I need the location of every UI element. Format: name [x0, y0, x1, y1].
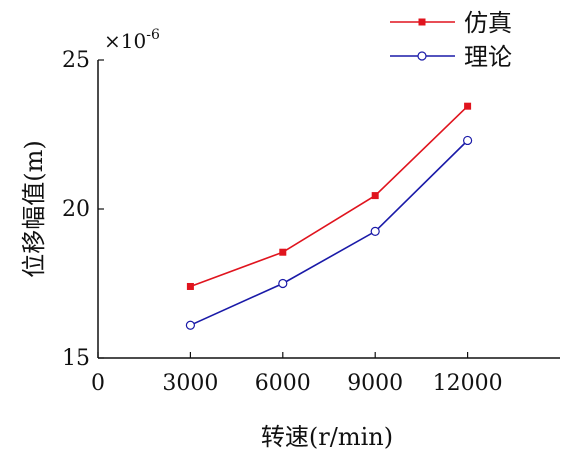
legend-label-2: 理论	[464, 43, 512, 71]
legend-marker-1	[418, 18, 426, 26]
data-point-1	[279, 248, 287, 256]
data-point-2	[463, 135, 473, 146]
data-point-2	[278, 278, 288, 289]
x-ticks: 0 3000 6000 9000 12000	[91, 352, 503, 396]
data-point-1	[186, 282, 194, 290]
x-tick-label: 9000	[347, 371, 403, 396]
plot-area	[185, 102, 473, 330]
x-tick-label: 3000	[162, 371, 218, 396]
data-point-1	[464, 102, 472, 110]
x-axis-label: 转速(r/min)	[261, 423, 393, 451]
y-tick-label: 20	[62, 197, 90, 222]
legend-marker-2	[417, 51, 427, 61]
y-multiplier: ×10-6	[104, 27, 160, 53]
series-line-2	[190, 139, 469, 326]
y-axis-label: 位移幅值(m)	[20, 140, 48, 277]
x-tick-label: 0	[91, 371, 105, 396]
legend-label-1: 仿真	[464, 9, 512, 37]
data-point-2	[370, 226, 380, 236]
x-tick-label: 6000	[255, 371, 311, 396]
data-point-1	[371, 192, 379, 200]
data-point-2	[185, 320, 195, 330]
x-tick-label: 12000	[433, 371, 503, 396]
y-tick-label: 15	[62, 346, 90, 371]
series-line-1	[190, 105, 469, 288]
axes	[97, 60, 560, 359]
y-ticks: 15 20 25	[62, 48, 104, 371]
y-tick-label: 25	[62, 48, 90, 73]
